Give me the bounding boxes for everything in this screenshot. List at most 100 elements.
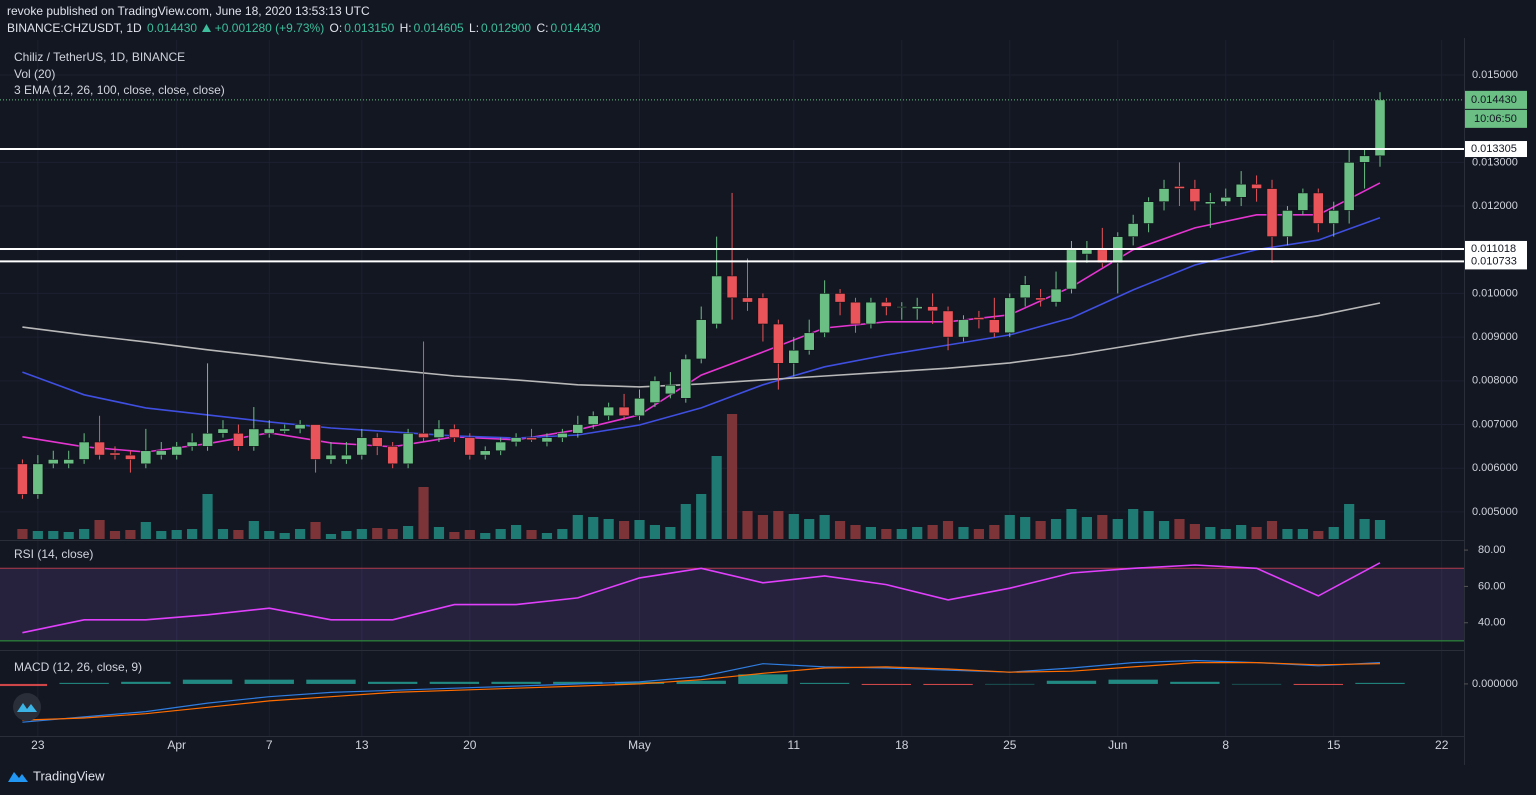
macd-histogram-bar [861, 683, 912, 685]
candle-body [757, 297, 769, 325]
ema-line [22, 217, 1381, 439]
volume-bar [773, 511, 784, 539]
y-tick-label: 0.010000 [1472, 287, 1518, 299]
volume-bar [387, 529, 398, 539]
volume-bar [1097, 515, 1108, 539]
candle-body [1266, 188, 1278, 237]
macd-histogram-bar [121, 681, 171, 684]
volume-bar [757, 515, 769, 539]
candle-body [1374, 99, 1386, 157]
volume-bar [1081, 517, 1092, 539]
candle-body [47, 459, 59, 465]
volume-bar [79, 529, 90, 539]
candle-body [834, 293, 846, 303]
volume-bar [17, 529, 28, 539]
volume-bar [418, 487, 429, 539]
candle-body [510, 437, 522, 443]
volume-bar [171, 530, 182, 539]
candle-body [418, 432, 429, 438]
candle-body [325, 454, 337, 460]
axes: 23 Apr 7 13 20 May 11 18 25 Jun 8 15 22 0.005000 0.006… [31, 69, 1527, 752]
candles [17, 92, 1386, 499]
y-tick-label: 0.013000 [1472, 156, 1518, 168]
candle-body [1019, 284, 1031, 299]
macd-histogram-bar [1170, 681, 1220, 684]
candle-body [1174, 186, 1185, 189]
candle-body [711, 275, 723, 325]
x-tick-label: Jun [1108, 738, 1127, 752]
volume-bar [341, 531, 352, 539]
brand: TradingView [33, 768, 105, 783]
candle-body [1035, 297, 1047, 301]
candle-body [988, 319, 1000, 334]
volume-bar [927, 525, 938, 539]
ema-line [22, 302, 1381, 388]
candle-body [32, 463, 44, 495]
candle-body [541, 437, 553, 443]
candle-body [865, 301, 877, 325]
candle-body [433, 428, 445, 438]
candle-body [294, 424, 306, 430]
volume-bar [325, 534, 337, 539]
candle-body [803, 332, 815, 351]
x-tick-label: 25 [1003, 738, 1017, 752]
macd-histogram-bar [923, 683, 973, 685]
x-tick-label: 8 [1222, 738, 1229, 752]
volume-bar [1205, 527, 1216, 539]
candle-body [927, 306, 939, 312]
volume-bar [1297, 529, 1308, 539]
x-tick-label: Apr [167, 738, 186, 752]
volume-bar [156, 531, 167, 539]
volume-bar [1050, 519, 1062, 539]
macd-histogram-bar [367, 681, 418, 684]
macd-label: MACD (12, 26, close, 9) [14, 660, 142, 674]
ohlc-value: 0.014430 [550, 21, 601, 35]
volume-bar [572, 515, 583, 539]
candle-body [603, 406, 615, 417]
ohlc-value: 0.013150 [344, 21, 395, 35]
level-label: 0.013305 [1471, 143, 1517, 155]
volume-bar [1112, 519, 1123, 539]
candle-body [202, 432, 213, 447]
volume-bar [94, 520, 105, 539]
candle-body [649, 380, 661, 403]
macd-histogram-bar [799, 682, 850, 684]
volume-bar [526, 530, 537, 539]
candle-body [742, 297, 753, 303]
volume-bar [1189, 524, 1200, 539]
level-tag [1465, 253, 1527, 270]
candle-body [78, 441, 90, 460]
volume-bar [711, 456, 722, 539]
macd-histogram-bar [429, 681, 480, 684]
volume-bar [217, 529, 229, 539]
y-tick-label: 0.015000 [1472, 69, 1518, 81]
candle-body [464, 437, 476, 456]
macd-histogram-bar [59, 682, 109, 684]
volume-bar [1020, 517, 1031, 539]
volume-bar [742, 511, 753, 539]
volume-bar [665, 527, 676, 539]
y-tick-label: 40.00 [1478, 617, 1506, 629]
volume-bar [372, 528, 383, 539]
volume-bar [1282, 529, 1293, 539]
y-tick-label: 0.000000 [1472, 678, 1518, 690]
candle-body [140, 450, 152, 465]
volume-bar [125, 530, 136, 539]
volume-bar [912, 527, 923, 539]
change: +0.001280 (+9.73%) [214, 21, 325, 35]
x-tick-label: 23 [31, 738, 45, 752]
volume-bar [310, 522, 321, 539]
volume-bar [248, 521, 259, 539]
candle-body [402, 432, 414, 465]
candle-body [587, 415, 599, 425]
publisher-line: revoke published on TradingView.com, Jun… [7, 4, 372, 18]
candle-body [942, 310, 954, 338]
tv-watermark [13, 693, 41, 721]
volume-label: Vol (20) [14, 67, 55, 81]
candle-body [911, 306, 923, 310]
level-label: 0.010733 [1471, 255, 1517, 267]
volume-bar [557, 529, 568, 539]
volume-bar [834, 521, 846, 539]
candle-body [371, 437, 383, 447]
